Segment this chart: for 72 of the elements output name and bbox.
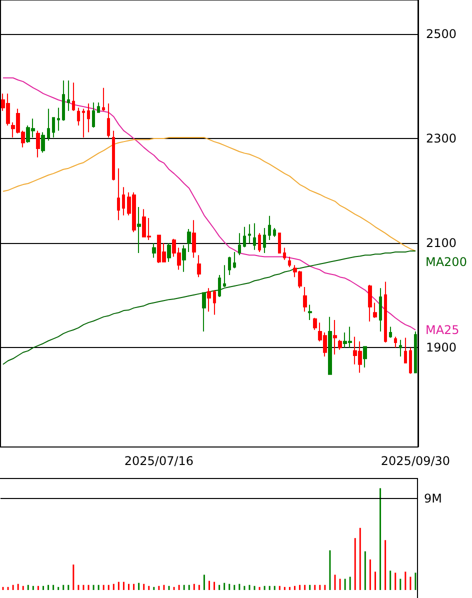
candlestick: [313, 317, 317, 330]
candlestick: [243, 226, 246, 248]
y-tick-label: 2100: [426, 236, 457, 250]
y-tick-label: 2500: [426, 26, 457, 41]
candlestick: [363, 346, 367, 368]
candlestick: [187, 228, 191, 252]
candlestick: [384, 281, 387, 343]
candlestick: [283, 247, 286, 260]
line-series: [2, 250, 416, 365]
candlestick: [373, 302, 377, 318]
candlestick: [278, 232, 281, 254]
candlestick: [338, 339, 342, 350]
candlestick: [238, 232, 241, 256]
candlestick: [107, 103, 110, 138]
candlestick: [258, 232, 261, 252]
series-label: MA25: [425, 322, 460, 337]
ref-line-label: 9M: [424, 491, 442, 506]
candlestick: [253, 222, 256, 250]
x-tick-label: 2025/09/30: [380, 454, 450, 468]
x-tick-label: 2025/07/16: [124, 454, 194, 468]
candlestick: [182, 244, 186, 272]
candlestick: [233, 251, 236, 269]
candlestick: [389, 326, 392, 338]
candlestick: [213, 290, 216, 316]
candlestick: [414, 330, 417, 374]
candlestick: [82, 108, 85, 138]
candlestick: [228, 256, 231, 276]
y-tick-label: 1900: [426, 340, 457, 355]
candlestick: [303, 286, 307, 312]
line-series: [2, 77, 416, 330]
candlestick: [404, 337, 407, 364]
candlestick: [77, 107, 80, 126]
candlestick: [137, 206, 141, 254]
candlestick: [67, 80, 70, 112]
candlestick: [197, 254, 201, 278]
candlestick: [328, 316, 332, 375]
y-tick-label: 2300: [426, 132, 457, 146]
candlestick: [47, 108, 50, 142]
candlestick: [192, 220, 196, 258]
candlestick: [167, 242, 171, 262]
candlestick: [202, 292, 206, 332]
candlestick: [152, 242, 156, 258]
candlestick: [273, 227, 276, 238]
candlestick: [268, 215, 271, 240]
candlestick: [223, 264, 226, 288]
candlestick: [368, 284, 372, 322]
candlestick: [87, 103, 90, 133]
candlestick: [379, 288, 382, 332]
candlestick: [218, 274, 221, 298]
candlestick: [102, 87, 105, 112]
candlestick: [394, 336, 397, 348]
candlestick: [399, 339, 402, 358]
candlestick: [92, 102, 95, 128]
candlestick: [288, 256, 291, 268]
candlestick: [57, 107, 60, 132]
candlestick: [333, 319, 337, 355]
candlestick: [263, 227, 266, 254]
candlestick: [122, 186, 125, 216]
series-label: MA200: [425, 254, 467, 269]
candlestick: [248, 224, 251, 244]
candlestick: [308, 304, 312, 320]
candlestick: [409, 347, 412, 374]
line-series: [2, 137, 416, 252]
candlestick: [62, 80, 65, 122]
candlestick: [36, 130, 40, 158]
candlestick: [112, 130, 115, 181]
candlestick: [97, 102, 100, 113]
candlestick: [207, 288, 211, 312]
candlestick: [52, 117, 55, 138]
candlestick: [41, 132, 45, 154]
candlestick: [72, 82, 75, 112]
candlestick: [117, 168, 120, 221]
